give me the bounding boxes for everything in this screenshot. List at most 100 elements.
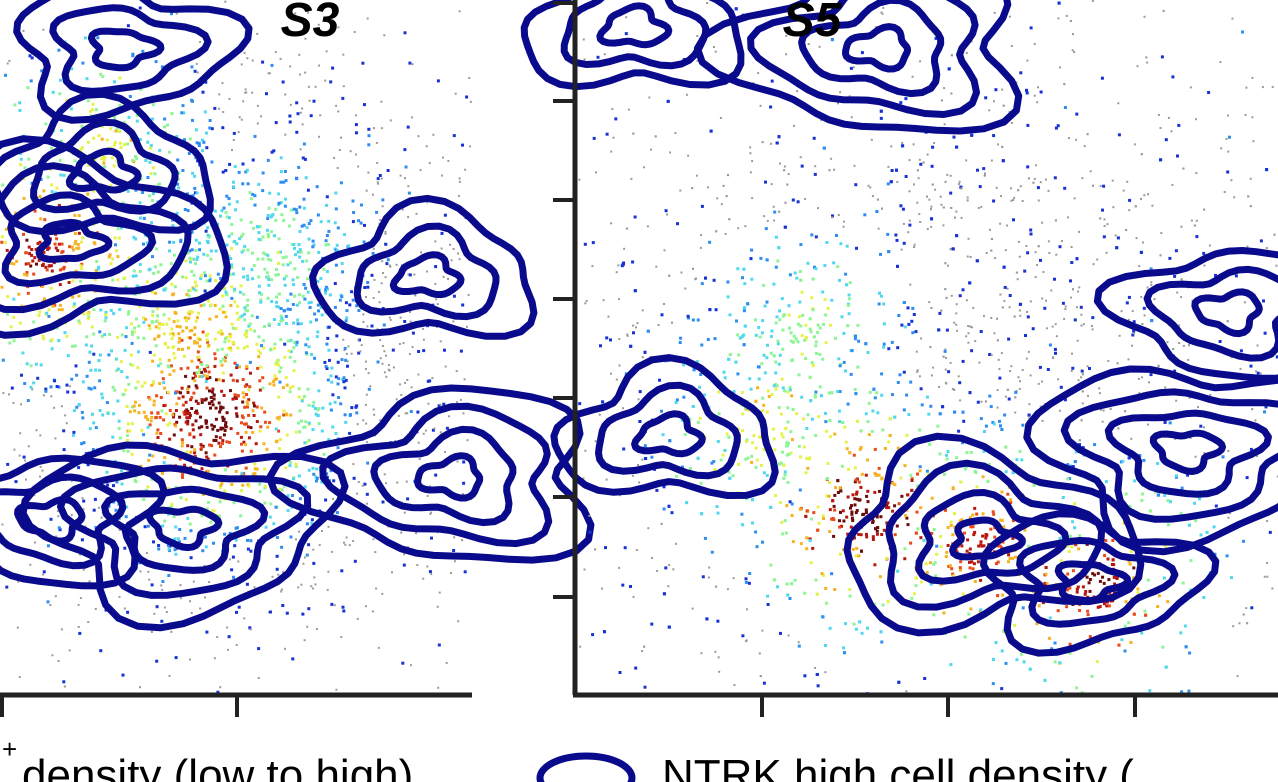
cell-point [108, 332, 111, 336]
cell-point [317, 422, 321, 425]
cell-point [996, 406, 999, 409]
cell-point [408, 353, 411, 355]
cell-point [165, 611, 168, 613]
cell-point [777, 135, 781, 139]
cell-point [895, 238, 899, 242]
cell-point [405, 480, 408, 483]
cell-point [65, 383, 69, 387]
cell-point [221, 415, 225, 419]
cell-point [975, 485, 979, 489]
cell-point [200, 375, 204, 379]
cell-point [194, 374, 197, 378]
cell-point [896, 381, 900, 384]
cell-point [776, 585, 779, 589]
cell-point [991, 510, 995, 514]
cell-point [340, 295, 344, 299]
cell-point [900, 323, 904, 327]
cell-point [900, 494, 904, 498]
cell-point [893, 504, 897, 508]
cell-point [1096, 571, 1100, 575]
cell-point [800, 290, 804, 294]
cell-point [365, 189, 368, 192]
cell-point [885, 506, 889, 510]
cell-point [1259, 239, 1263, 243]
cell-point [120, 482, 124, 486]
cell-point [253, 462, 257, 466]
cell-point [380, 177, 383, 180]
cell-point [866, 420, 870, 424]
cell-point [990, 354, 993, 356]
cell-point [206, 374, 209, 378]
cell-point [1056, 609, 1060, 613]
cell-point [227, 339, 231, 343]
cell-point [749, 257, 753, 261]
cell-point [918, 469, 922, 473]
cell-point [328, 402, 332, 406]
cell-point [291, 303, 295, 306]
cell-point [114, 129, 118, 133]
cell-point [1034, 251, 1037, 254]
cell-point [1112, 206, 1115, 209]
cell-point [1194, 455, 1197, 458]
cell-point [336, 226, 340, 230]
cell-point [252, 414, 256, 417]
cell-point [330, 366, 334, 370]
cell-point [345, 352, 348, 355]
cell-point [113, 388, 117, 392]
cell-point [896, 264, 899, 268]
cell-point [893, 483, 897, 487]
cell-point [1045, 582, 1049, 586]
cell-point [152, 399, 156, 403]
cell-point [211, 427, 215, 431]
cell-point [246, 278, 250, 281]
cell-point [334, 263, 338, 267]
cell-point [265, 92, 268, 96]
cell-point [185, 450, 189, 454]
cell-point [245, 329, 249, 333]
cell-point [77, 319, 81, 323]
cell-point [174, 409, 178, 412]
cell-point [370, 273, 374, 277]
cell-point [847, 312, 851, 316]
cell-point [324, 365, 328, 368]
cell-point [305, 522, 309, 526]
cell-point [1193, 224, 1196, 227]
cell-point [181, 472, 185, 476]
cell-point [181, 169, 185, 172]
cell-point [960, 216, 963, 219]
cell-point [998, 368, 1001, 370]
cell-point [32, 272, 36, 276]
cell-point [873, 490, 877, 494]
cell-point [1033, 43, 1036, 45]
cell-point [777, 406, 781, 410]
cell-point [337, 396, 341, 399]
cell-point [283, 355, 287, 359]
cell-point [1203, 264, 1206, 267]
cell-point [207, 401, 211, 405]
cell-point [230, 322, 234, 326]
cell-point [148, 160, 152, 164]
cell-point [790, 514, 794, 517]
cell-point [902, 241, 906, 245]
cell-point [1127, 560, 1131, 564]
cell-point [882, 6, 885, 9]
cell-point [217, 331, 220, 335]
cell-point [1044, 572, 1048, 576]
cell-point [340, 569, 344, 573]
cell-point [864, 412, 868, 416]
cell-point [124, 515, 128, 519]
cell-point [186, 422, 190, 426]
cell-point [823, 298, 827, 301]
cell-point [143, 381, 147, 385]
cell-point [106, 483, 110, 487]
cell-point [1001, 145, 1004, 148]
cell-point [809, 561, 813, 565]
cell-point [310, 585, 313, 588]
cell-point [672, 568, 675, 571]
cell-point [1072, 288, 1074, 291]
cell-point [380, 127, 383, 130]
cell-point [882, 528, 886, 532]
cell-point [452, 320, 455, 323]
cell-point [264, 485, 267, 488]
cell-point [462, 412, 465, 415]
